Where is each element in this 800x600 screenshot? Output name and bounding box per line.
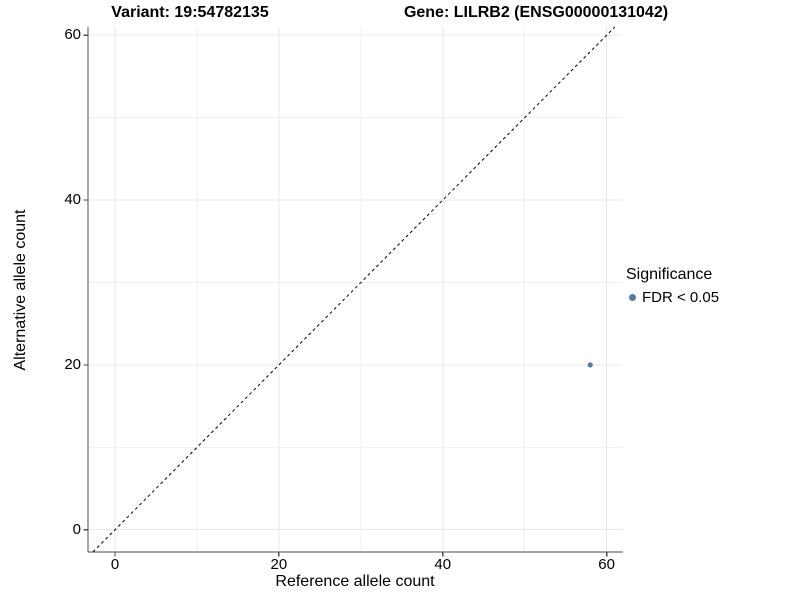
identity-line — [92, 26, 616, 553]
x-tick-label: 60 — [598, 556, 615, 573]
x-tick-label: 20 — [270, 556, 288, 573]
legend-item-label: FDR < 0.05 — [642, 288, 720, 306]
y-tick-label: 0 — [72, 520, 81, 538]
legend-item: FDR < 0.05 — [626, 287, 719, 307]
y-tick-label: 40 — [64, 191, 81, 209]
variant-title: Variant: 19:54782135 — [111, 4, 269, 21]
legend: Significance FDR < 0.05 — [626, 266, 719, 307]
y-axis-title: Alternative allele count — [12, 209, 29, 371]
y-tick-label: 20 — [64, 355, 81, 373]
legend-point-swatch — [629, 293, 636, 301]
data-point — [587, 362, 593, 368]
x-tick-label: 40 — [434, 556, 452, 573]
x-axis-title: Reference allele count — [275, 573, 435, 590]
gene-title: Gene: LILRB2 (ENSG00000131042) — [403, 4, 669, 21]
y-tick-label: 60 — [64, 26, 81, 44]
x-tick-label: 0 — [110, 556, 120, 573]
legend-items: FDR < 0.05 — [626, 287, 719, 307]
legend-title: Significance — [626, 266, 713, 283]
